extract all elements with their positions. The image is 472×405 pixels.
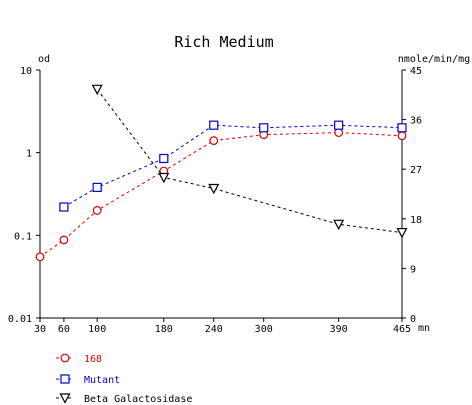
left-axis-tick-label: 0.1: [14, 231, 32, 242]
x-axis-tick-label: 100: [88, 324, 106, 335]
series-0-point: [35, 252, 45, 262]
legend-marker: [59, 393, 71, 404]
right-axis-tick-label: 27: [410, 165, 422, 176]
x-axis-tick-label: 240: [205, 324, 223, 335]
x-axis-tick-label: 390: [330, 324, 348, 335]
left-axis-ticks: 10 1 0.1 0.01: [8, 66, 40, 325]
series-0-point: [334, 128, 344, 137]
series-2-point: [333, 219, 345, 231]
legend-marker: [60, 353, 70, 363]
x-axis-tick-label: 300: [255, 324, 273, 335]
legend: 168 Mutant Beta Galactosidase: [56, 353, 192, 405]
chart-title: Rich Medium: [174, 33, 273, 51]
series-1-point: [259, 123, 269, 133]
series-1-point: [209, 120, 219, 130]
series-0-point: [209, 136, 219, 145]
x-axis-tick-label: 60: [58, 324, 70, 335]
x-axis-tick-label: 30: [34, 324, 46, 335]
right-axis-unit: nmole/min/mg: [398, 54, 470, 65]
x-axis-ticks: 30 60 100 180 240 300 390 465: [34, 318, 411, 335]
series-0-point: [92, 206, 102, 215]
series-0-point: [59, 235, 69, 245]
legend-marker: [60, 374, 70, 384]
right-axis-tick-label: 18: [410, 215, 422, 226]
left-axis-tick-label: 10: [20, 66, 32, 77]
left-axis-unit: od: [38, 54, 50, 65]
series-line-1: [63, 124, 403, 208]
series-line-2: [96, 88, 403, 234]
right-axis-tick-label: 0: [410, 314, 416, 325]
series-2-point: [158, 172, 170, 184]
left-axis-tick-label: 1: [26, 149, 32, 160]
series-1-point: [334, 120, 344, 130]
right-axis-tick-label: 9: [410, 264, 416, 275]
left-axis-tick-label: 0.01: [8, 314, 32, 325]
series-1-point: [59, 202, 69, 212]
series-0-point: [397, 131, 407, 141]
series-1-point: [397, 123, 407, 133]
series-1-point: [92, 182, 102, 193]
series-1-point: [159, 153, 169, 164]
series-line-0: [39, 132, 403, 258]
right-axis-ticks: 45 36 27 18 9 0: [402, 66, 422, 325]
x-axis-tick-label: 180: [155, 324, 173, 335]
series-2-point: [208, 183, 220, 195]
series-layer: [35, 84, 408, 262]
series-2-point: [91, 84, 103, 96]
legend-label: 168: [84, 354, 102, 365]
x-axis-unit: mn: [418, 323, 430, 334]
legend-label: Beta Galactosidase: [84, 394, 192, 405]
right-axis-tick-label: 45: [410, 66, 422, 77]
series-2-point: [396, 227, 408, 239]
legend-label: Mutant: [84, 375, 120, 386]
right-axis-tick-label: 36: [410, 116, 422, 127]
x-axis-tick-label: 465: [393, 324, 411, 335]
